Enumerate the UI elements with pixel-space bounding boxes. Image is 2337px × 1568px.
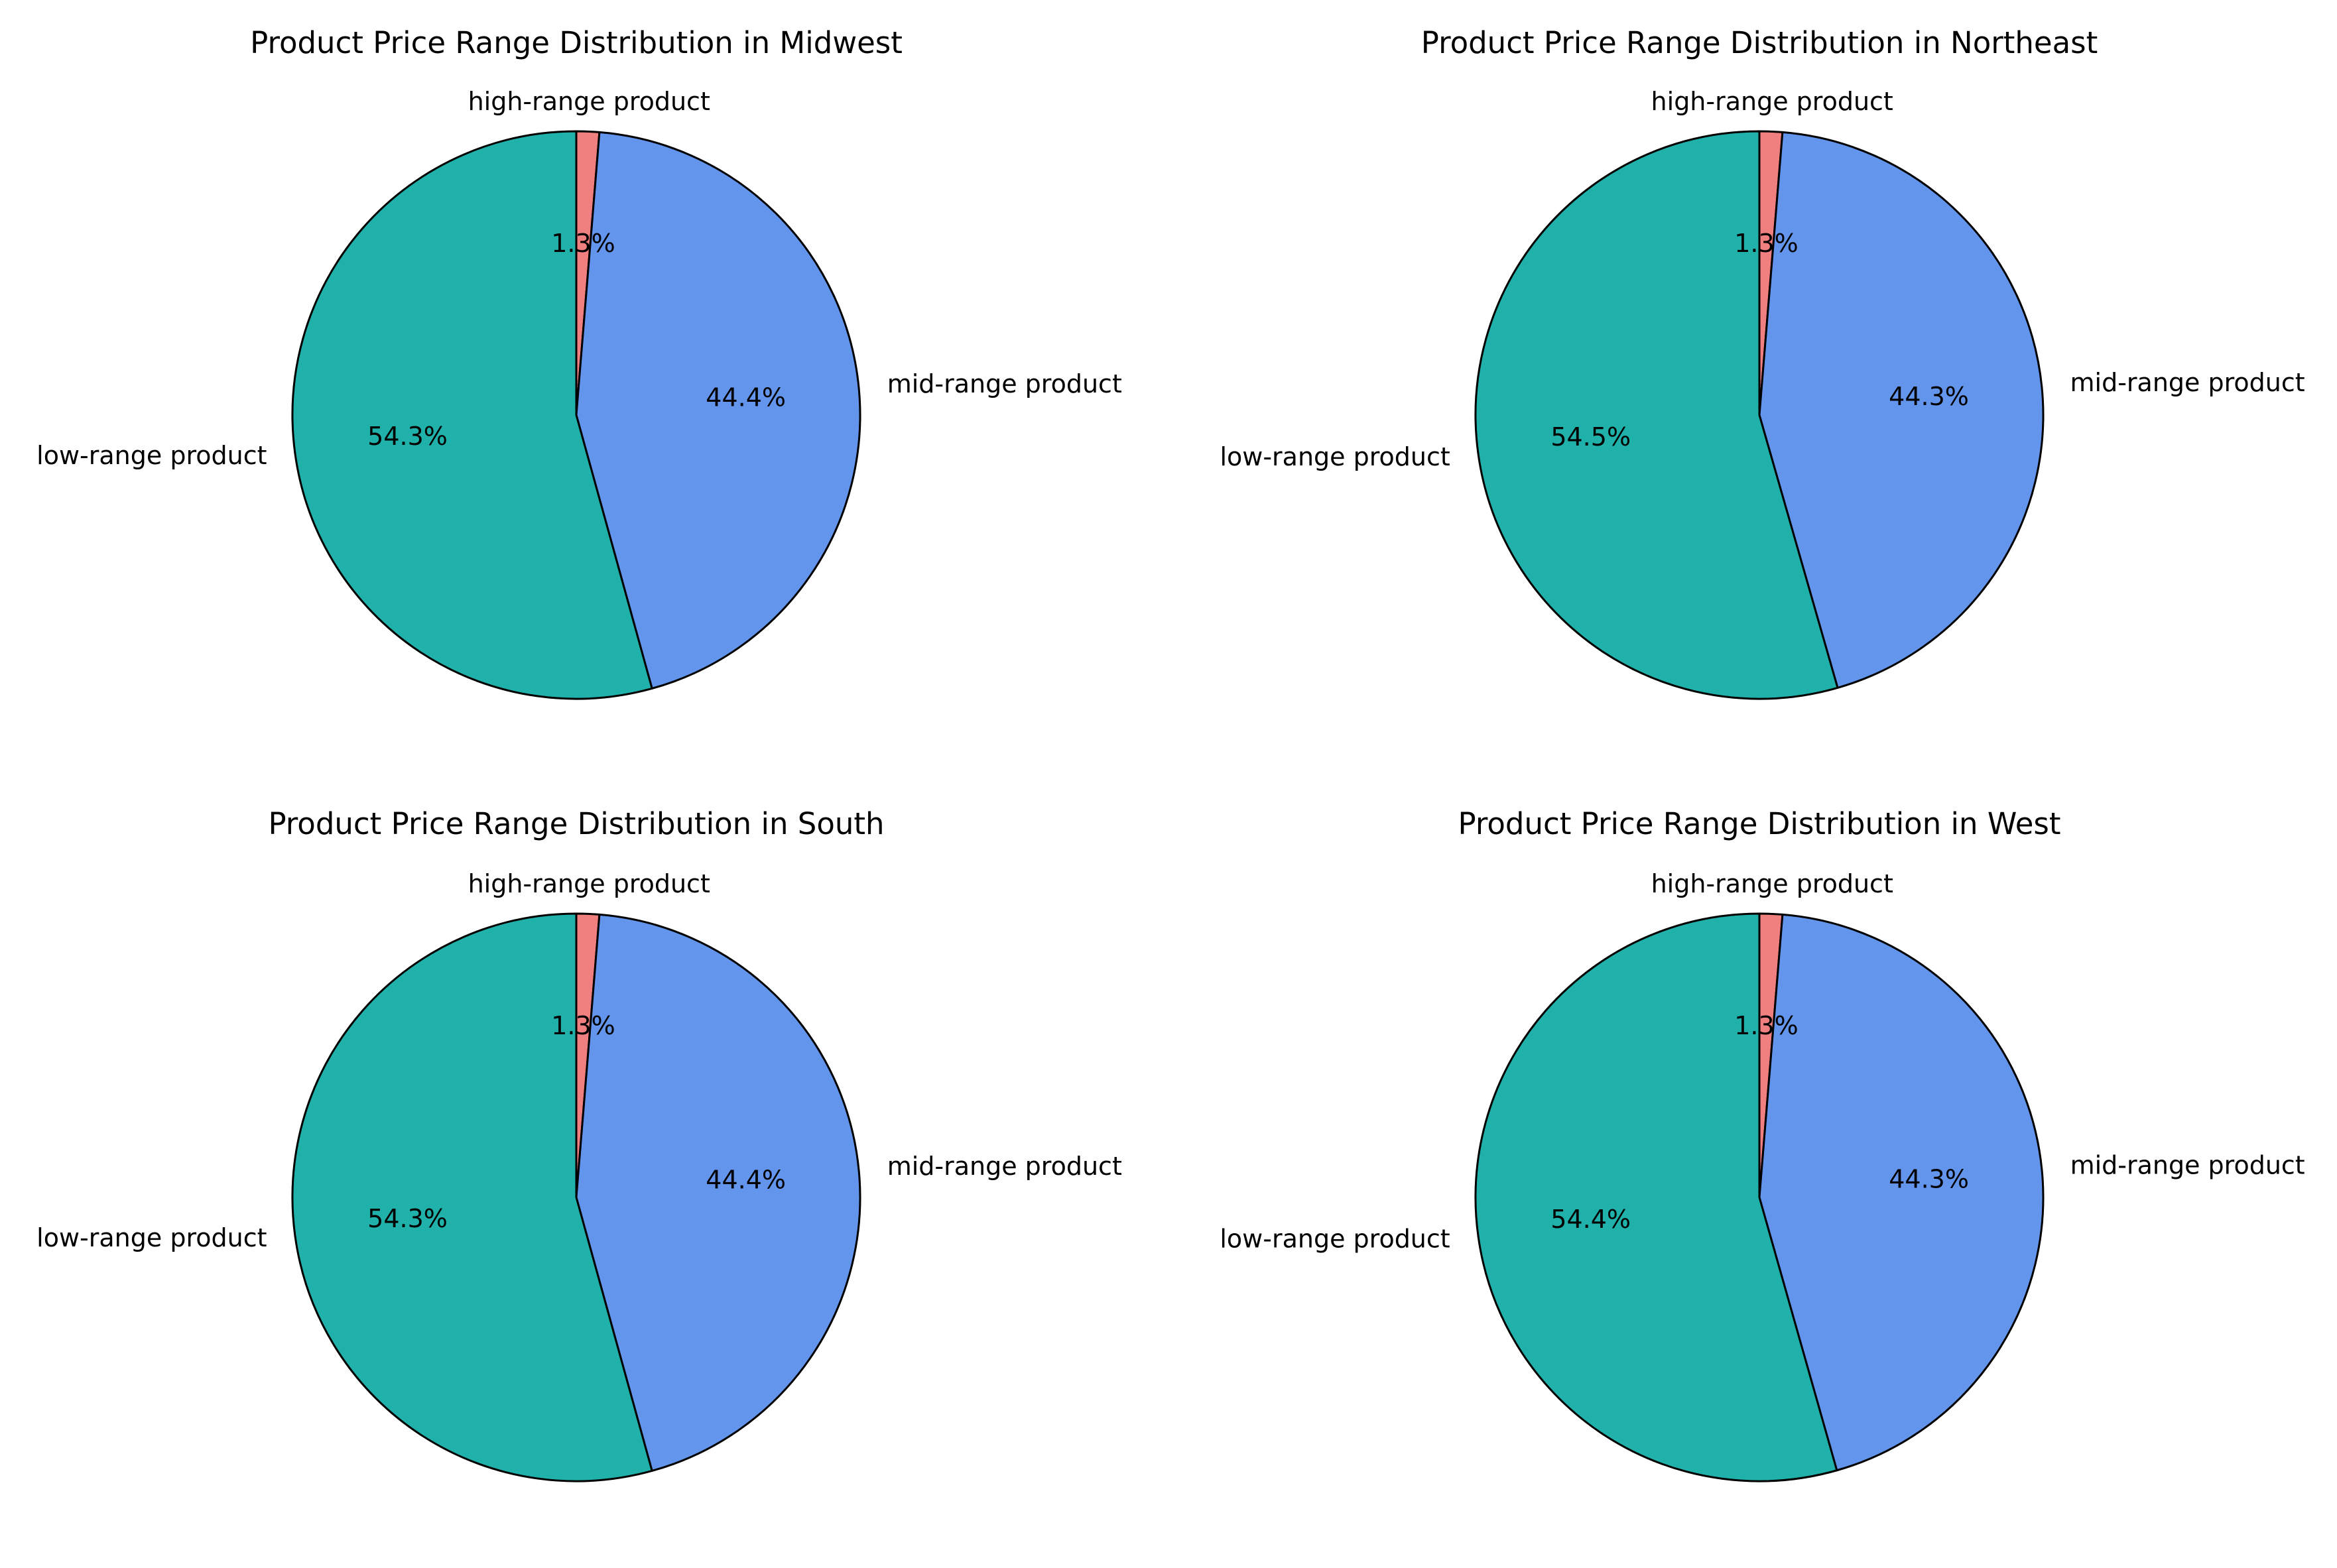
slice-mid-range-product [575, 131, 861, 690]
percent-label-low-range-product: 54.3% [367, 1204, 448, 1233]
percent-label-low-range-product: 54.4% [1550, 1205, 1631, 1234]
percent-label-high-range-product: 1.3% [1734, 1011, 1799, 1040]
chart-title: Product Price Range Distribution in West [1458, 806, 2061, 841]
percent-label-mid-range-product: 44.3% [1889, 1165, 1969, 1194]
chart-title: Product Price Range Distribution in Midw… [250, 25, 903, 60]
category-label-mid-range-product: mid-range product [2070, 1151, 2305, 1180]
pie-labels: high-range product 1.3% mid-range product 4… [1220, 87, 2305, 471]
slice-low-range-product [291, 912, 653, 1482]
percent-label-high-range-product: 1.3% [1734, 229, 1799, 258]
pie-slices [291, 130, 861, 700]
pie-slices [1474, 130, 2045, 700]
percent-label-low-range-product: 54.3% [367, 422, 448, 451]
category-label-mid-range-product: mid-range product [887, 1152, 1122, 1181]
pie-labels: high-range product 1.3% mid-range product 4… [1220, 869, 2305, 1253]
category-label-high-range-product: high-range product [1651, 87, 1893, 116]
category-label-high-range-product: high-range product [1651, 869, 1893, 898]
pie-labels: high-range product 1.3% mid-range product 4… [36, 87, 1122, 470]
pie-chart-3: Product Price Range Distribution in Sout… [36, 806, 1122, 1482]
slice-low-range-product [1474, 912, 1838, 1482]
pie-labels: high-range product 1.3% mid-range product 4… [36, 869, 1122, 1252]
pie-chart-2: Product Price Range Distribution in Nort… [1220, 25, 2305, 700]
pie-chart-4: Product Price Range Distribution in West… [1220, 806, 2305, 1482]
chart-title: Product Price Range Distribution in Sout… [268, 806, 884, 841]
slice-mid-range-product [1758, 131, 2045, 689]
category-label-low-range-product: low-range product [36, 1223, 267, 1252]
percent-label-mid-range-product: 44.4% [706, 383, 786, 412]
category-label-mid-range-product: mid-range product [887, 369, 1122, 398]
percent-label-high-range-product: 1.3% [551, 1011, 615, 1040]
percent-label-high-range-product: 1.3% [551, 229, 615, 258]
percent-label-low-range-product: 54.5% [1550, 422, 1631, 452]
slice-mid-range-product [1758, 913, 2045, 1472]
pie-slices [291, 912, 861, 1482]
category-label-low-range-product: low-range product [1220, 442, 1450, 471]
slice-low-range-product [1474, 130, 1839, 700]
percent-label-mid-range-product: 44.3% [1889, 382, 1969, 411]
category-label-low-range-product: low-range product [36, 441, 267, 470]
slice-low-range-product [291, 130, 653, 700]
pie-slices [1474, 912, 2045, 1482]
category-label-high-range-product: high-range product [468, 87, 710, 116]
category-label-low-range-product: low-range product [1220, 1224, 1450, 1253]
percent-label-mid-range-product: 44.4% [706, 1165, 786, 1194]
chart-title: Product Price Range Distribution in Nort… [1421, 25, 2098, 60]
slice-mid-range-product [575, 913, 861, 1472]
category-label-high-range-product: high-range product [468, 869, 710, 898]
pie-chart-1: Product Price Range Distribution in Midw… [36, 25, 1122, 700]
category-label-mid-range-product: mid-range product [2070, 368, 2305, 397]
